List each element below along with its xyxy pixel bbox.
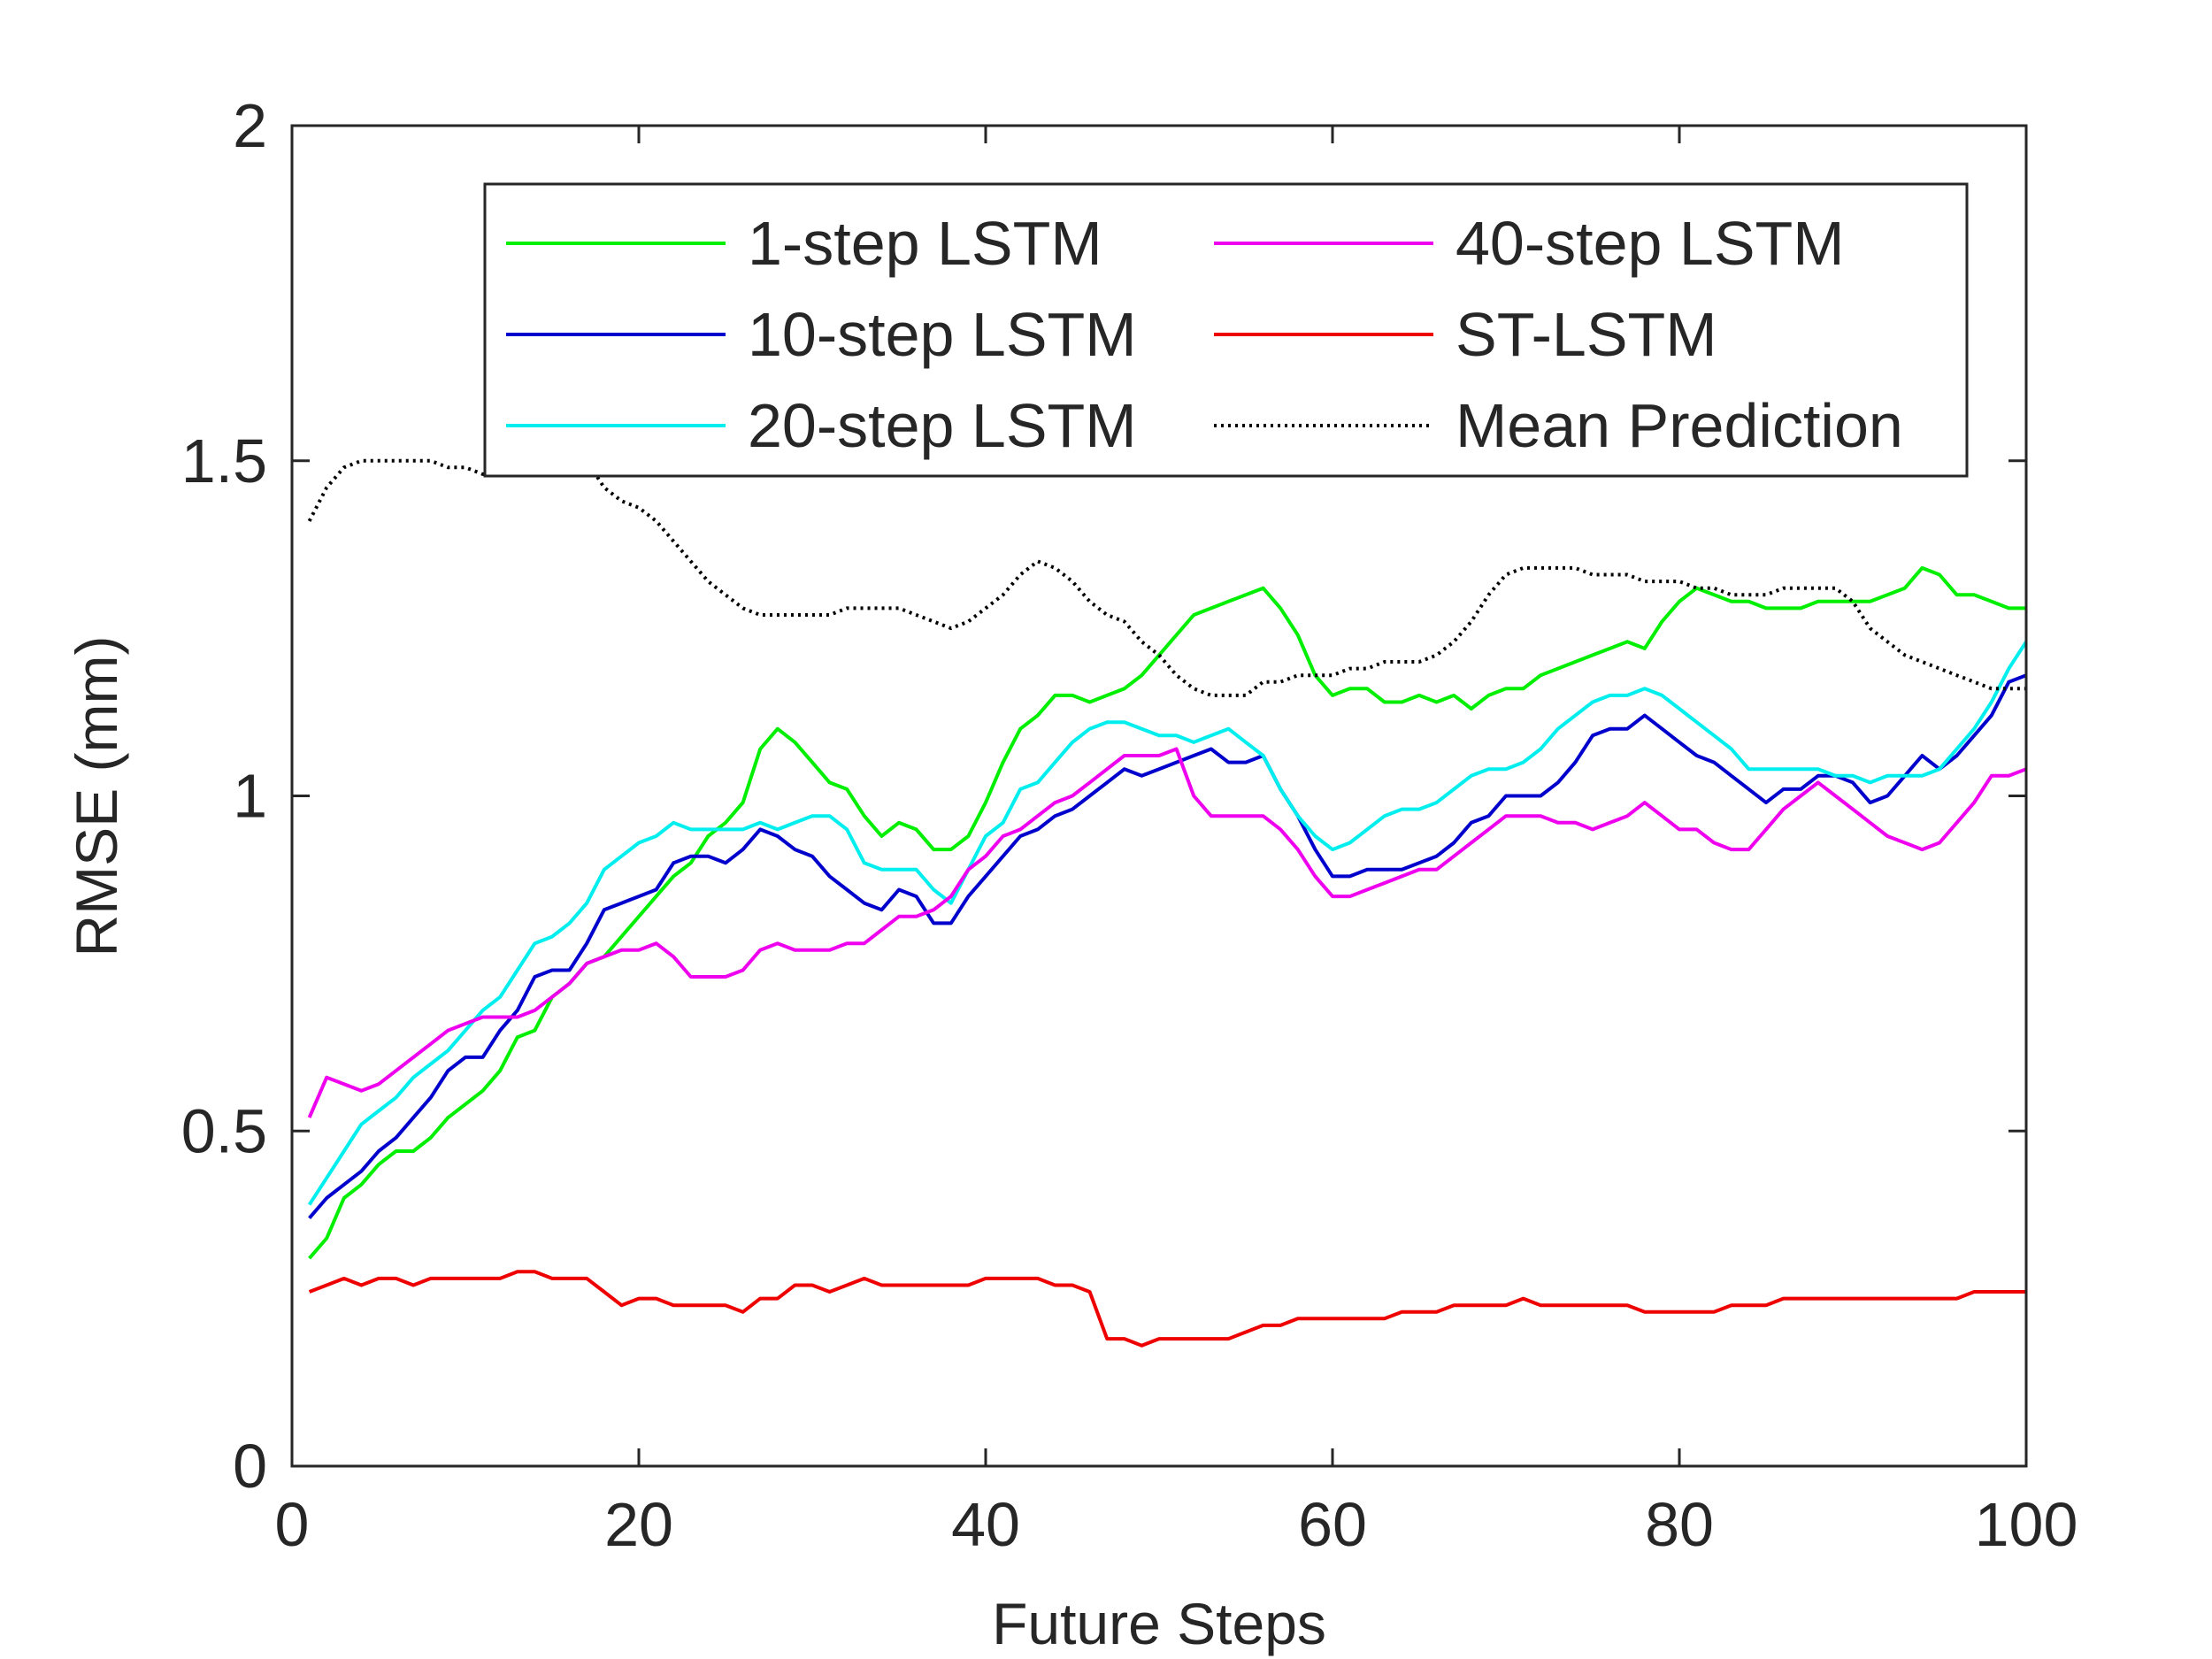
y-tick-label: 1.5 — [181, 426, 267, 495]
series-line-3 — [307, 747, 2027, 1118]
tick-labels-group: 0 20 40 60 80 100 0 0.5 1 1.5 2 — [181, 91, 2078, 1559]
legend: 1-step LSTM 10-step LSTM 20-step LSTM 40-st… — [483, 182, 1969, 478]
series-line-4 — [308, 1270, 2026, 1348]
legend-box — [483, 182, 1969, 478]
legend-label-5: Mean Prediction — [1455, 391, 1903, 460]
plot-series-group — [307, 458, 2028, 1348]
legend-label-1: 10-step LSTM — [748, 300, 1137, 369]
series-line-2 — [307, 641, 2028, 1206]
x-tick-label: 100 — [1975, 1490, 2078, 1559]
x-tick-label: 40 — [951, 1490, 1020, 1559]
y-tick-label: 1 — [233, 762, 267, 831]
y-tick-label: 0.5 — [181, 1096, 267, 1165]
legend-label-4: ST-LSTM — [1455, 300, 1717, 369]
legend-label-0: 1-step LSTM — [748, 209, 1102, 278]
y-tick-label: 2 — [233, 91, 267, 160]
series-line-1 — [308, 673, 2027, 1220]
x-tick-label: 0 — [275, 1490, 310, 1559]
x-tick-label: 20 — [604, 1490, 673, 1559]
y-tick-label: 0 — [233, 1432, 267, 1501]
legend-label-3: 40-step LSTM — [1455, 209, 1845, 278]
x-tick-label: 60 — [1298, 1490, 1367, 1559]
x-axis-label: Future Steps — [992, 1591, 1326, 1656]
y-axis-label: RMSE (mm) — [64, 636, 129, 957]
x-tick-label: 80 — [1645, 1490, 1714, 1559]
axis-ticks-group — [290, 124, 2028, 1468]
legend-label-2: 20-step LSTM — [748, 391, 1137, 460]
